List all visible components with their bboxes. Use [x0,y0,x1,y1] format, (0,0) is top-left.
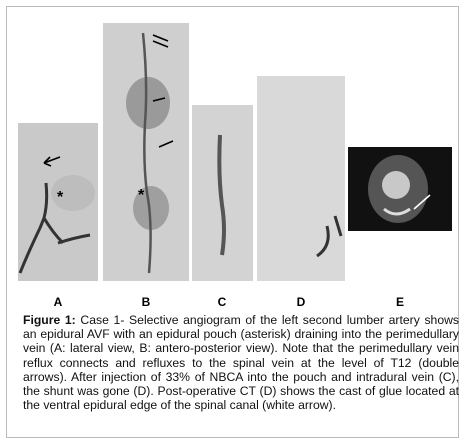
caption-label: Figure 1: [23,313,76,327]
panel-label: D [296,295,306,309]
panel-label: B [141,295,151,309]
caption: Figure 1: Case 1- Selective angiogram of… [23,313,459,412]
panel-image-d [257,76,345,281]
panel-label: A [53,295,63,309]
panel-label: E [395,295,404,309]
panel-image-e [348,147,452,231]
caption-text: Case 1- Selective angiogram of the left … [23,313,459,413]
panel-image-b [103,23,189,281]
figure: * * A B C D E Figure 1: Case 1- Selectiv… [6,6,459,438]
panel-image-c [192,105,253,281]
asterisk: * [57,189,64,206]
panel-image-a [18,123,98,281]
asterisk: * [138,187,145,204]
panel-label: C [217,295,227,309]
